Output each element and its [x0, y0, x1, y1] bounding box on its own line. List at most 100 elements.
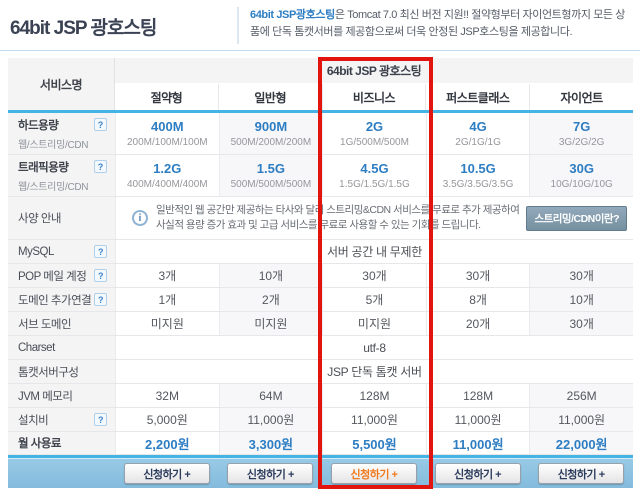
row-install-fee: 설치비? 5,000원 11,000원 11,000원 11,000원 11,0… [8, 408, 633, 432]
page-header: 64bit JSP 광호스팅 64bit JSP광호스팅은 Tomcat 7.0… [0, 0, 640, 51]
value-cell: 1.5G 500M/500M/500M [218, 155, 323, 196]
row-label: 하드용량 [18, 119, 59, 132]
value-cell: 4.5G 1.5G/1.5G/1.5G [322, 155, 426, 196]
spec-notice-content: i 일반적인 웹 공간만 제공하는 타사와 달리 스트리밍&CDN 서비스를 무… [115, 197, 633, 239]
value-cell-span: utf-8 [115, 336, 633, 359]
value-cell: 400M 200M/100M/100M [115, 113, 219, 154]
row-sub-domain: 서브 도메인 미지원 미지원 미지원 20개 30개 [8, 312, 633, 336]
value-cell: 128M [322, 384, 426, 407]
value-cell: 11,000원 [425, 408, 530, 431]
value-cell: 미지원 [218, 312, 323, 335]
value-cell: 5,000원 [115, 408, 219, 431]
row-sublabel: 웹/스트리밍/CDN [18, 181, 89, 193]
column-header-economy: 절약형 [150, 90, 183, 105]
help-icon[interactable]: ? [94, 160, 107, 173]
value-cell: 32M [115, 384, 219, 407]
header-divider [237, 7, 239, 44]
product-description: 64bit JSP광호스팅은 Tomcat 7.0 최신 버전 지원!! 절약형… [250, 7, 634, 40]
plan-header-row: 절약형 일반형 비즈니스 퍼스트클래스 자이언트 [115, 84, 633, 110]
value-cell: 7G 3G/2G/2G [529, 113, 633, 154]
help-icon[interactable]: ? [94, 245, 107, 258]
row-label: 설치비 [18, 414, 49, 427]
value-cell: 20개 [425, 312, 530, 335]
value-cell-span: 서버 공간 내 무제한 [115, 240, 633, 263]
row-domain-connect: 도메인 추가연결? 1개 2개 5개 8개 10개 [8, 288, 633, 312]
value-cell: 5개 [322, 288, 426, 311]
help-icon[interactable]: ? [94, 293, 107, 306]
description-text: 은 Tomcat 7.0 최신 버전 지원!! 절약형부터 자이언트형까지 모든… [250, 9, 626, 38]
value-cell: 11,000원 [218, 408, 323, 431]
info-icon: i [130, 208, 150, 228]
row-mysql: MySQL? 서버 공간 내 무제한 [8, 240, 633, 264]
value-cell: 30개 [425, 264, 530, 287]
value-cell: 4G 2G/1G/1G [425, 113, 530, 154]
row-sublabel: 웹/스트리밍/CDN [18, 139, 89, 151]
value-cell: 3,300원 [218, 432, 323, 454]
value-cell: 11,000원 [529, 408, 633, 431]
value-cell: 10개 [218, 264, 323, 287]
row-charset: Charset utf-8 [8, 336, 633, 360]
value-cell: 미지원 [322, 312, 426, 335]
apply-button-standard[interactable]: 신청하기 + [227, 463, 314, 484]
row-hard-capacity: 하드용량? 웹/스트리밍/CDN 400M 200M/100M/100M 900M… [8, 113, 633, 155]
value-cell: 2G 1G/500M/500M [322, 113, 426, 154]
row-label: 톰캣서버구성 [8, 360, 115, 383]
row-tomcat-config: 톰캣서버구성 JSP 단독 톰캣 서버 [8, 360, 633, 384]
row-label: 사양 안내 [8, 197, 115, 239]
value-cell: 11,000원 [425, 432, 530, 454]
help-icon[interactable]: ? [94, 413, 107, 426]
column-header-business: 비즈니스 [321, 84, 426, 110]
column-header-standard: 일반형 [217, 84, 322, 110]
row-label: 도메인 추가연결 [18, 294, 92, 307]
value-cell: 1개 [115, 288, 219, 311]
value-cell: 미지원 [115, 312, 219, 335]
row-label: JVM 메모리 [8, 384, 115, 407]
pricing-table: 서비스명 64bit JSP 광호스팅 절약형 일반형 비즈니스 퍼스트클래스 … [8, 58, 633, 488]
value-cell: 3개 [115, 264, 219, 287]
value-cell: 2개 [218, 288, 323, 311]
value-cell: 64M [218, 384, 323, 407]
value-cell: 900M 500M/200M/200M [218, 113, 323, 154]
row-traffic-capacity: 트래픽용량? 웹/스트리밍/CDN 1.2G 400M/400M/400M 1.5… [8, 155, 633, 197]
footer-spacer [8, 459, 115, 488]
value-cell-span: JSP 단독 톰캣 서버 [115, 360, 633, 383]
help-icon[interactable]: ? [94, 269, 107, 282]
value-cell: 5,500원 [322, 432, 426, 454]
plan-headers: 64bit JSP 광호스팅 절약형 일반형 비즈니스 퍼스트클래스 자이언트 [115, 58, 633, 110]
value-cell: 8개 [425, 288, 530, 311]
value-cell: 30개 [529, 312, 633, 335]
row-label: 서브 도메인 [8, 312, 115, 335]
value-cell: 30개 [529, 264, 633, 287]
row-label: MySQL [18, 245, 54, 258]
row-jvm-memory: JVM 메모리 32M 64M 128M 128M 256M [8, 384, 633, 408]
group-header: 64bit JSP 광호스팅 [115, 58, 633, 84]
value-cell: 11,000원 [322, 408, 426, 431]
value-cell: 30G 10G/10G/10G [529, 155, 633, 196]
value-cell: 1.2G 400M/400M/400M [115, 155, 219, 196]
row-spec-notice: 사양 안내 i 일반적인 웹 공간만 제공하는 타사와 달리 스트리밍&CDN … [8, 197, 633, 240]
column-header-giant: 자이언트 [529, 84, 633, 110]
value-cell: 2,200원 [115, 432, 219, 454]
table-header: 서비스명 64bit JSP 광호스팅 절약형 일반형 비즈니스 퍼스트클래스 … [8, 58, 633, 110]
apply-button-business[interactable]: 신청하기 + [330, 463, 417, 484]
value-cell: 256M [529, 384, 633, 407]
row-label: POP 메일 계정 [18, 270, 87, 283]
column-header-firstclass: 퍼스트클래스 [425, 84, 529, 110]
apply-button-bar: 신청하기 + 신청하기 + 신청하기 + 신청하기 + 신청하기 + [8, 458, 633, 488]
cdn-info-button[interactable]: 스트리밍/CDN이란? [526, 205, 627, 231]
service-column-header: 서비스명 [8, 58, 115, 110]
value-cell: 22,000원 [529, 432, 633, 454]
value-cell: 10개 [529, 288, 633, 311]
apply-button-economy[interactable]: 신청하기 + [123, 463, 210, 484]
row-label: 트래픽용량 [18, 161, 69, 174]
help-icon[interactable]: ? [94, 118, 107, 131]
value-cell: 30개 [322, 264, 426, 287]
description-highlight: 64bit JSP광호스팅 [250, 9, 335, 21]
spec-notice-text: 일반적인 웹 공간만 제공하는 타사와 달리 스트리밍&CDN 서비스를 무료로… [156, 203, 520, 231]
row-label: 월 사용료 [8, 432, 115, 454]
page-title: 64bit JSP 광호스팅 [10, 18, 157, 39]
row-monthly-fee: 월 사용료 2,200원 3,300원 5,500원 11,000원 22,00… [8, 432, 633, 455]
apply-button-giant[interactable]: 신청하기 + [538, 463, 625, 484]
apply-button-firstclass[interactable]: 신청하기 + [434, 463, 521, 484]
